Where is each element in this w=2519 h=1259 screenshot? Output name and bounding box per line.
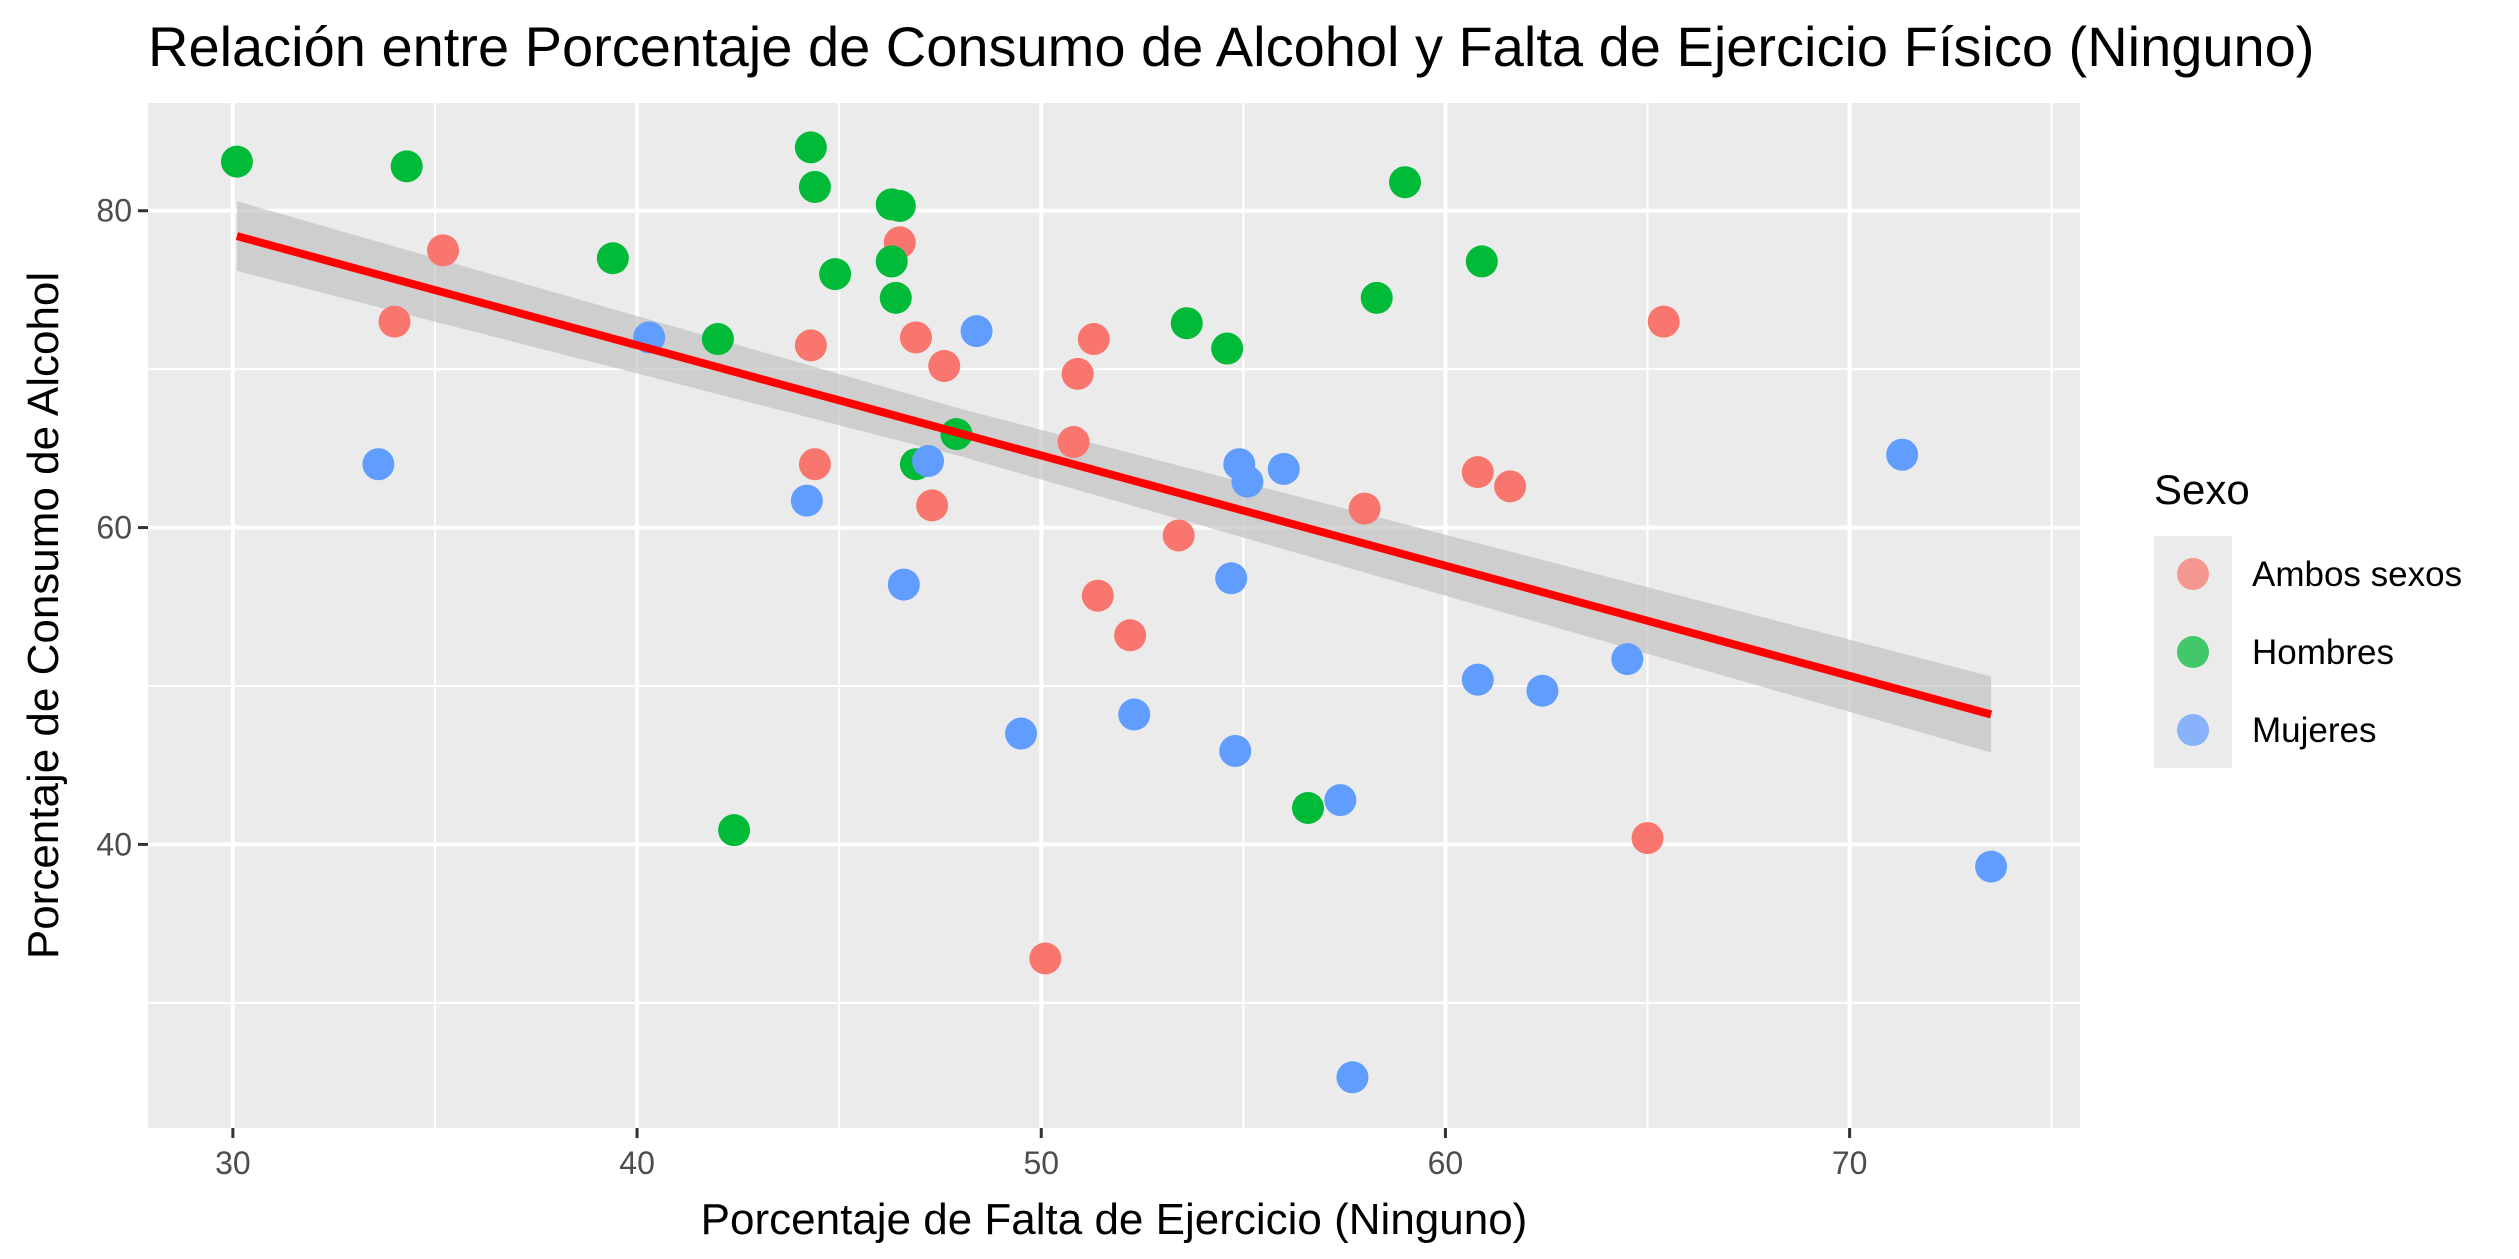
- point-mujeres: [1231, 465, 1264, 498]
- point-ambos-sexos: [1114, 619, 1147, 652]
- point-mujeres: [1267, 452, 1300, 485]
- point-ambos-sexos: [1162, 519, 1195, 552]
- point-mujeres: [1219, 734, 1252, 767]
- point-ambos-sexos: [1461, 456, 1494, 489]
- legend-title: Sexo: [2154, 466, 2250, 513]
- point-mujeres: [887, 568, 920, 601]
- legend-key-mujeres: [2177, 714, 2209, 746]
- point-mujeres: [1005, 717, 1038, 750]
- point-ambos-sexos: [798, 448, 831, 481]
- chart-title: Relación entre Porcentaje de Consumo de …: [148, 15, 2314, 78]
- point-hombres: [794, 131, 827, 164]
- point-hombres: [1170, 307, 1203, 340]
- legend: Sexo Ambos sexos Hombres Mujeres: [2154, 466, 2462, 768]
- x-axis-ticks: 30 40 50 60 70: [215, 1128, 1867, 1181]
- point-hombres: [1465, 245, 1498, 278]
- point-mujeres: [790, 484, 823, 517]
- point-hombres: [879, 281, 912, 314]
- y-tick-label: 80: [96, 193, 132, 229]
- point-hombres: [819, 258, 852, 291]
- point-hombres: [1360, 281, 1393, 314]
- point-hombres: [798, 170, 831, 203]
- point-mujeres: [1611, 643, 1644, 676]
- legend-label: Ambos sexos: [2252, 555, 2462, 594]
- y-tick-label: 60: [96, 510, 132, 546]
- point-ambos-sexos: [899, 321, 932, 354]
- point-ambos-sexos: [1057, 426, 1090, 459]
- point-ambos-sexos: [794, 329, 827, 362]
- y-axis-ticks: 40 60 80: [96, 193, 148, 862]
- x-tick-label: 60: [1428, 1145, 1464, 1181]
- x-tick-label: 70: [1832, 1145, 1868, 1181]
- point-hombres: [1292, 791, 1325, 824]
- point-ambos-sexos: [1077, 323, 1110, 356]
- x-axis-title: Porcentaje de Falta de Ejercicio (Ningun…: [701, 1195, 1528, 1244]
- point-ambos-sexos: [916, 489, 949, 522]
- point-mujeres: [1526, 674, 1559, 707]
- point-ambos-sexos: [1348, 492, 1381, 525]
- point-ambos-sexos: [928, 349, 961, 382]
- point-mujeres: [1461, 663, 1494, 696]
- y-tick-label: 40: [96, 826, 132, 862]
- x-tick-label: 30: [215, 1145, 251, 1181]
- point-mujeres: [1886, 438, 1919, 471]
- point-mujeres: [912, 445, 945, 478]
- legend-label: Mujeres: [2252, 711, 2376, 750]
- point-hombres: [1211, 332, 1244, 365]
- y-axis-title: Porcentaje de Consumo de Alcohol: [19, 272, 68, 959]
- point-hombres: [596, 242, 629, 275]
- x-tick-label: 50: [1023, 1145, 1059, 1181]
- point-hombres: [883, 189, 916, 222]
- point-mujeres: [362, 448, 395, 481]
- point-ambos-sexos: [1061, 357, 1094, 390]
- point-ambos-sexos: [1647, 305, 1680, 338]
- point-ambos-sexos: [1631, 822, 1664, 855]
- point-ambos-sexos: [1494, 470, 1527, 503]
- point-ambos-sexos: [1029, 942, 1062, 975]
- point-hombres: [390, 150, 423, 183]
- point-hombres: [875, 245, 908, 278]
- point-hombres: [1389, 166, 1422, 199]
- legend-key-hombres: [2177, 636, 2209, 668]
- trendline: [235, 232, 1993, 719]
- point-mujeres: [1336, 1061, 1369, 1094]
- legend-key-ambos-sexos: [2177, 558, 2209, 590]
- trendline-layer: [235, 232, 1993, 719]
- point-ambos-sexos: [1081, 579, 1114, 612]
- point-mujeres: [1118, 698, 1151, 731]
- point-hombres: [701, 323, 734, 356]
- point-mujeres: [1324, 784, 1357, 817]
- point-ambos-sexos: [378, 305, 411, 338]
- points-layer: [220, 131, 2008, 1094]
- point-ambos-sexos: [427, 234, 460, 267]
- point-mujeres: [1975, 850, 2008, 883]
- point-mujeres: [1215, 562, 1248, 595]
- point-mujeres: [960, 315, 993, 348]
- legend-label: Hombres: [2252, 633, 2394, 672]
- x-tick-label: 40: [619, 1145, 655, 1181]
- point-hombres: [220, 145, 253, 178]
- point-hombres: [718, 814, 751, 847]
